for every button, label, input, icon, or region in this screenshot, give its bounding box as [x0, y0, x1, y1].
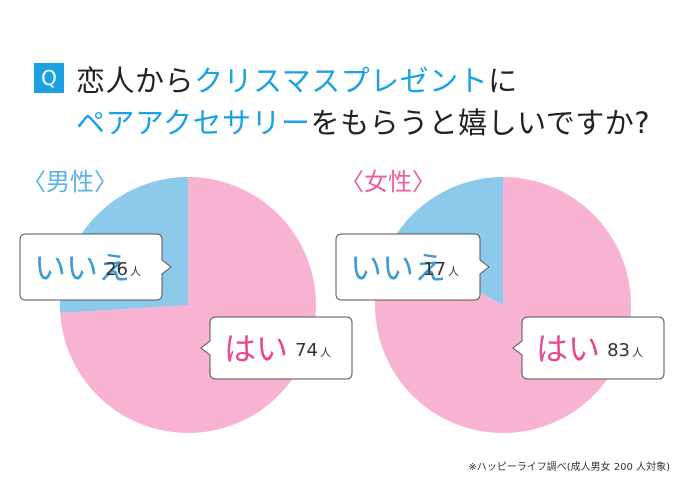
callout-no-value: 17: [423, 259, 446, 280]
title-text-pre: 恋人から: [76, 64, 195, 98]
callout-no-box: [335, 233, 490, 301]
gender-label: 〈女性〉: [340, 168, 436, 196]
callout-yes-label: はい: [536, 330, 600, 368]
title-highlight-present: クリスマスプレゼント: [194, 64, 489, 98]
callout-no-label: いいえ: [34, 249, 130, 287]
callout-no-unit: 人: [448, 265, 459, 278]
title-text-post: に: [488, 64, 518, 98]
callout-yes-value: 83: [607, 340, 630, 361]
title-text-question: をもらうと嬉しいですか?: [310, 106, 651, 140]
callout-yes-value: 74: [295, 340, 318, 361]
title-highlight-accessory: ペアアクセサリー: [76, 106, 311, 140]
callout-yes: はい 74 人: [200, 316, 353, 380]
callout-no-box: [19, 233, 172, 301]
callout-yes-box: [200, 316, 353, 380]
callout-no-unit: 人: [130, 265, 141, 278]
callout-yes-unit: 人: [632, 346, 643, 359]
callout-yes: はい 83 人: [512, 316, 665, 380]
question-title-line-1: 恋人からクリスマスプレゼントに: [76, 58, 518, 100]
callout-no-label: いいえ: [350, 249, 446, 287]
question-title-line-2: ペアアクセサリーをもらうと嬉しいですか?: [76, 100, 650, 142]
callout-yes-unit: 人: [320, 346, 331, 359]
question-badge: Q: [34, 63, 64, 93]
footnote: ※ハッピーライフ調べ(成人男女 200 人対象): [468, 462, 670, 473]
gender-label: 〈男性〉: [22, 168, 118, 196]
callout-no-value: 26: [105, 259, 128, 280]
callout-yes-label: はい: [224, 330, 288, 368]
callout-yes-box: [512, 316, 665, 380]
